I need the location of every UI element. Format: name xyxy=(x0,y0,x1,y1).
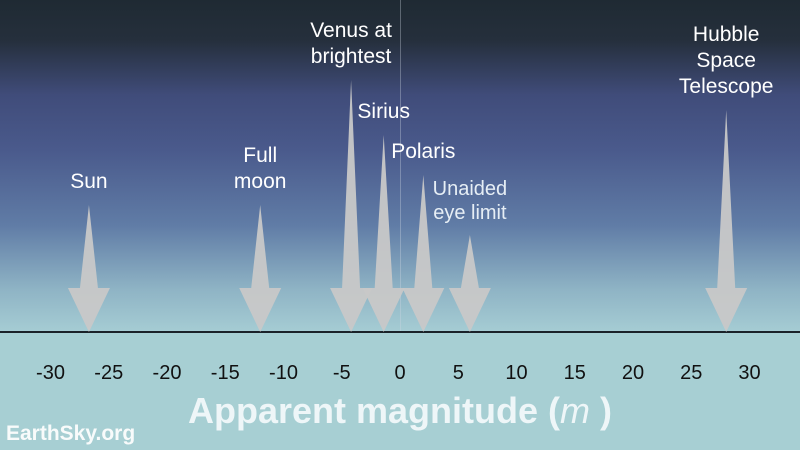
arrow-hubble-space-telescope xyxy=(705,110,748,332)
tick-label: -15 xyxy=(210,362,240,384)
tick-label: -20 xyxy=(152,362,182,384)
arrow-sirius xyxy=(362,135,405,332)
axis-title-variable: m xyxy=(560,390,590,431)
zero-reference-line xyxy=(400,0,401,333)
night-sky-background xyxy=(0,0,800,333)
label-unaided-eye-limit: Unaided eye limit xyxy=(432,178,508,224)
tick-label: 30 xyxy=(738,362,761,384)
tick-label: -25 xyxy=(94,362,124,384)
tick-label: 5 xyxy=(452,362,464,384)
tick-label: -30 xyxy=(36,362,65,384)
tick-label: 10 xyxy=(505,362,528,384)
arrow-unaided-eye-limit xyxy=(448,235,491,332)
label-venus-at-brightest: Venus at brightest xyxy=(310,19,392,68)
earthsky-watermark: EarthSky.org xyxy=(6,422,136,445)
label-sun: Sun xyxy=(70,170,108,193)
tick-label: -10 xyxy=(269,362,298,384)
tick-label: 0 xyxy=(394,362,406,384)
label-hubble-space-telescope: Hubble Space Telescope xyxy=(678,23,774,98)
label-full-moon: Full moon xyxy=(233,144,287,193)
axis-line xyxy=(0,331,800,333)
arrow-venus-at-brightest xyxy=(330,80,373,332)
axis-title-text: Apparent magnitude ( xyxy=(187,390,560,431)
tick-label: 15 xyxy=(563,362,586,384)
label-sirius: Sirius xyxy=(357,100,410,123)
label-polaris: Polaris xyxy=(391,140,456,163)
axis-title: Apparent magnitude (m ) xyxy=(0,390,800,432)
arrow-sun xyxy=(67,205,110,332)
tick-label: -5 xyxy=(332,362,351,384)
arrow-full-moon xyxy=(239,205,282,332)
tick-label: 20 xyxy=(621,362,645,384)
axis-band xyxy=(0,333,800,450)
tick-label: 25 xyxy=(680,362,703,384)
arrow-polaris xyxy=(402,175,445,332)
axis-title-close: ) xyxy=(590,390,612,431)
